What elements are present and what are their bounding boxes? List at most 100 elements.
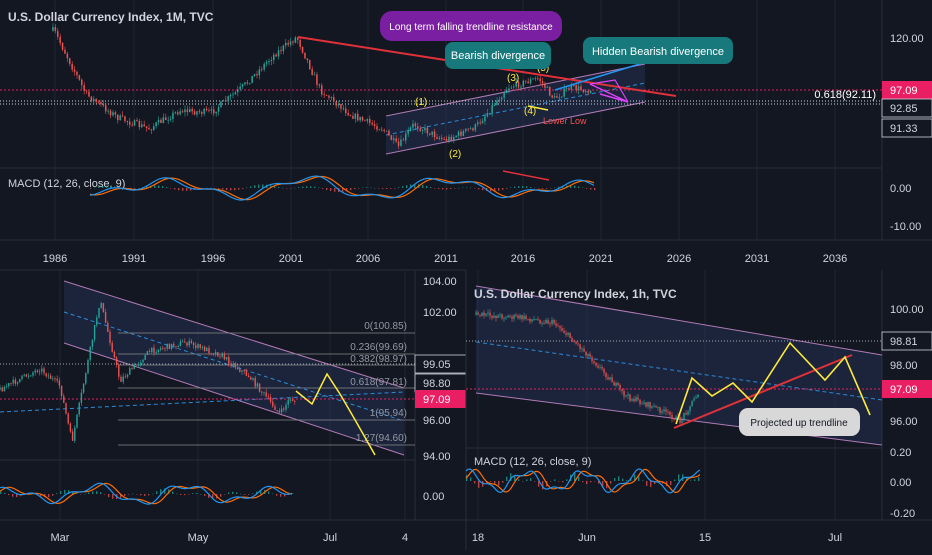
top-candle-body-71 — [222, 100, 225, 102]
right-candle-body-19 — [513, 314, 515, 319]
right-candle-body-6 — [487, 312, 489, 314]
fib-labels: 0(100.85) 0.236(99.69) 0.382(98.97) 0.61… — [350, 321, 407, 444]
top-candle-body-99 — [289, 41, 292, 45]
top-candle-body-176 — [474, 124, 477, 131]
projected-up-trendline[interactable] — [673, 354, 853, 429]
top-hist-218 — [526, 186, 528, 188]
top-hist-174 — [438, 188, 440, 189]
left-hist-48 — [96, 491, 98, 494]
left-hist-126 — [252, 493, 254, 494]
top-candle-body-164 — [445, 139, 448, 141]
falling-channel-top[interactable] — [63, 280, 405, 389]
right-price-tag-bg-1 — [881, 331, 932, 351]
left-hist-130 — [260, 490, 262, 494]
left-macd-line — [0, 482, 293, 505]
left-candle-body-126 — [276, 410, 278, 411]
left-candle-body-102 — [223, 353, 226, 360]
monthly-price-axis[interactable]: 120.00 97.09 92.85 91.33 0.00 -10.00 — [881, 33, 932, 233]
hourly-macd — [465, 468, 701, 494]
top-candle-body-52 — [177, 112, 179, 115]
top-candle-body-172 — [465, 128, 467, 132]
top-hist-184 — [458, 187, 460, 189]
right-hist-72 — [610, 481, 612, 484]
top-candle-body-117 — [333, 97, 335, 102]
left-candle-body-6 — [12, 379, 14, 384]
left-hist-74 — [148, 494, 150, 496]
top-candle-body-18 — [95, 98, 97, 102]
right-hist-48 — [562, 481, 564, 483]
right-candle-body-45 — [565, 333, 567, 335]
left-candle-body-48 — [104, 312, 107, 323]
right-candle-body-43 — [561, 328, 563, 331]
top-candle-body-191 — [510, 87, 513, 89]
top-candle-body-178 — [479, 122, 481, 124]
top-candle-body-151 — [414, 123, 417, 127]
right-candle-body-66 — [607, 377, 609, 380]
top-candle-body-77 — [237, 89, 239, 93]
hourly-price-axis[interactable]: 100.00 98.81 98.00 97.09 96.00 0.20 0.00 -0.20 — [881, 304, 932, 520]
top-candle-body-101 — [294, 37, 297, 43]
top-candle-body-3 — [59, 36, 61, 44]
right-candle-body-81 — [637, 397, 639, 400]
top-candle-body-69 — [217, 107, 220, 112]
left-candle-body-54 — [118, 365, 120, 377]
top-hist-170 — [430, 187, 432, 188]
right-candle-body-0 — [475, 312, 477, 315]
top-candle-body-134 — [373, 124, 376, 127]
right-candle-body-47 — [569, 332, 571, 338]
left-hist-30 — [60, 491, 62, 494]
right-hist-116 — [698, 477, 700, 481]
top-candle-body-105 — [304, 52, 306, 59]
top-candle-body-20 — [100, 102, 102, 105]
left-candle-body-89 — [195, 345, 197, 348]
top-candle-body-131 — [366, 118, 369, 121]
top-hist-190 — [470, 187, 472, 189]
daily-chart-panel[interactable]: 0(100.85) 0.236(99.69) 0.382(98.97) 0.61… — [0, 269, 467, 544]
right-candle-body-83 — [641, 403, 643, 405]
right-candle-body-99 — [673, 419, 675, 420]
right-candle-body-31 — [537, 319, 539, 321]
rising-channel-top[interactable] — [385, 63, 646, 117]
left-candle-body-85 — [186, 342, 188, 346]
top-candle-body-14 — [85, 90, 88, 92]
monthly-chart-panel[interactable]: (1) (2) (3) (4) (5) Lower Low 0.618(92.1… — [0, 0, 932, 265]
top-candle-body-41 — [150, 129, 153, 131]
top-candle-body-111 — [318, 84, 321, 86]
top-hist-62 — [214, 188, 216, 189]
daily-dash-support — [0, 391, 405, 413]
top-macd-line — [89, 175, 595, 201]
right-candle-body-3 — [481, 312, 483, 316]
rising-channel-bottom[interactable] — [385, 101, 646, 155]
left-candle-body-51 — [111, 343, 113, 352]
left-hist-104 — [208, 494, 210, 498]
fib-0618-label: 0.618(92.11) — [814, 89, 876, 101]
left-candle-body-32 — [69, 423, 72, 432]
right-xtick-0: 18 — [472, 532, 484, 544]
left-price-tag-2: 99.05 — [423, 359, 451, 371]
top-hist-114 — [318, 187, 320, 189]
right-hist-46 — [558, 481, 560, 482]
daily-projection-path — [295, 372, 376, 456]
hourly-channel-top[interactable] — [475, 285, 883, 356]
hourly-chart-panel[interactable]: Projected up trendline U.S. Dollar Curre… — [465, 270, 932, 550]
top-price-tag-3: 91.33 — [890, 123, 918, 135]
right-candle-body-18 — [511, 316, 513, 319]
right-candle-body-16 — [507, 315, 509, 318]
top-candle-body-200 — [532, 78, 534, 80]
top-hist-156 — [402, 186, 404, 188]
hourly-channel-bottom[interactable] — [475, 392, 883, 446]
top-candle-body-144 — [397, 141, 400, 146]
hidden-divergence-bubble — [583, 37, 733, 64]
left-candle-body-18 — [38, 371, 41, 373]
top-candle-body-24 — [109, 110, 112, 116]
top-candle-body-63 — [203, 108, 205, 114]
right-hist-4 — [474, 481, 476, 484]
left-candle-body-53 — [115, 357, 118, 365]
top-candle-body-54 — [181, 111, 184, 113]
left-candle-body-57 — [124, 376, 127, 378]
right-candle-body-65 — [605, 372, 607, 378]
left-hist-64 — [128, 494, 130, 495]
left-candle-body-59 — [129, 368, 131, 375]
right-candle-body-13 — [501, 314, 503, 319]
daily-price-axis[interactable]: 104.00 102.00 99.05 98.80 97.09 96.00 94.00 0.0… — [414, 276, 467, 503]
